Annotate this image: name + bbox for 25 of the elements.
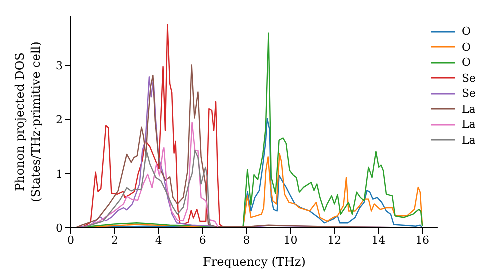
x-tick-label: 2: [111, 234, 118, 247]
x-tick-label: 6: [199, 234, 206, 247]
y-tick-label: 0: [56, 222, 63, 235]
legend-label: O: [462, 55, 471, 70]
legend-label: O: [462, 40, 471, 55]
legend-label: O: [462, 24, 471, 40]
y-axis-title: Phonon projected DOS (States/THz·primitive cell): [13, 42, 43, 202]
x-tick-label: 0: [68, 234, 74, 247]
x-tick-label: 16: [416, 234, 430, 247]
x-tick-label: 10: [284, 234, 298, 247]
legend-label: Se: [462, 70, 476, 86]
legend-label: Se: [462, 86, 476, 102]
x-axis-title: Frequency (THz): [203, 255, 306, 269]
legend-label: La: [462, 117, 476, 132]
legend-label: La: [462, 132, 476, 148]
y-tick-label: 1: [56, 168, 63, 181]
line-series: [81, 150, 217, 228]
line-series: [81, 122, 219, 228]
x-tick-label: 14: [372, 234, 386, 247]
y-tick-label: 3: [56, 60, 63, 73]
x-tick-label: 4: [155, 234, 162, 247]
x-tick-label: 12: [328, 234, 342, 247]
x-tick-label: 8: [243, 234, 250, 247]
y-tick-label: 2: [56, 114, 63, 127]
legend-label: La: [462, 102, 476, 117]
